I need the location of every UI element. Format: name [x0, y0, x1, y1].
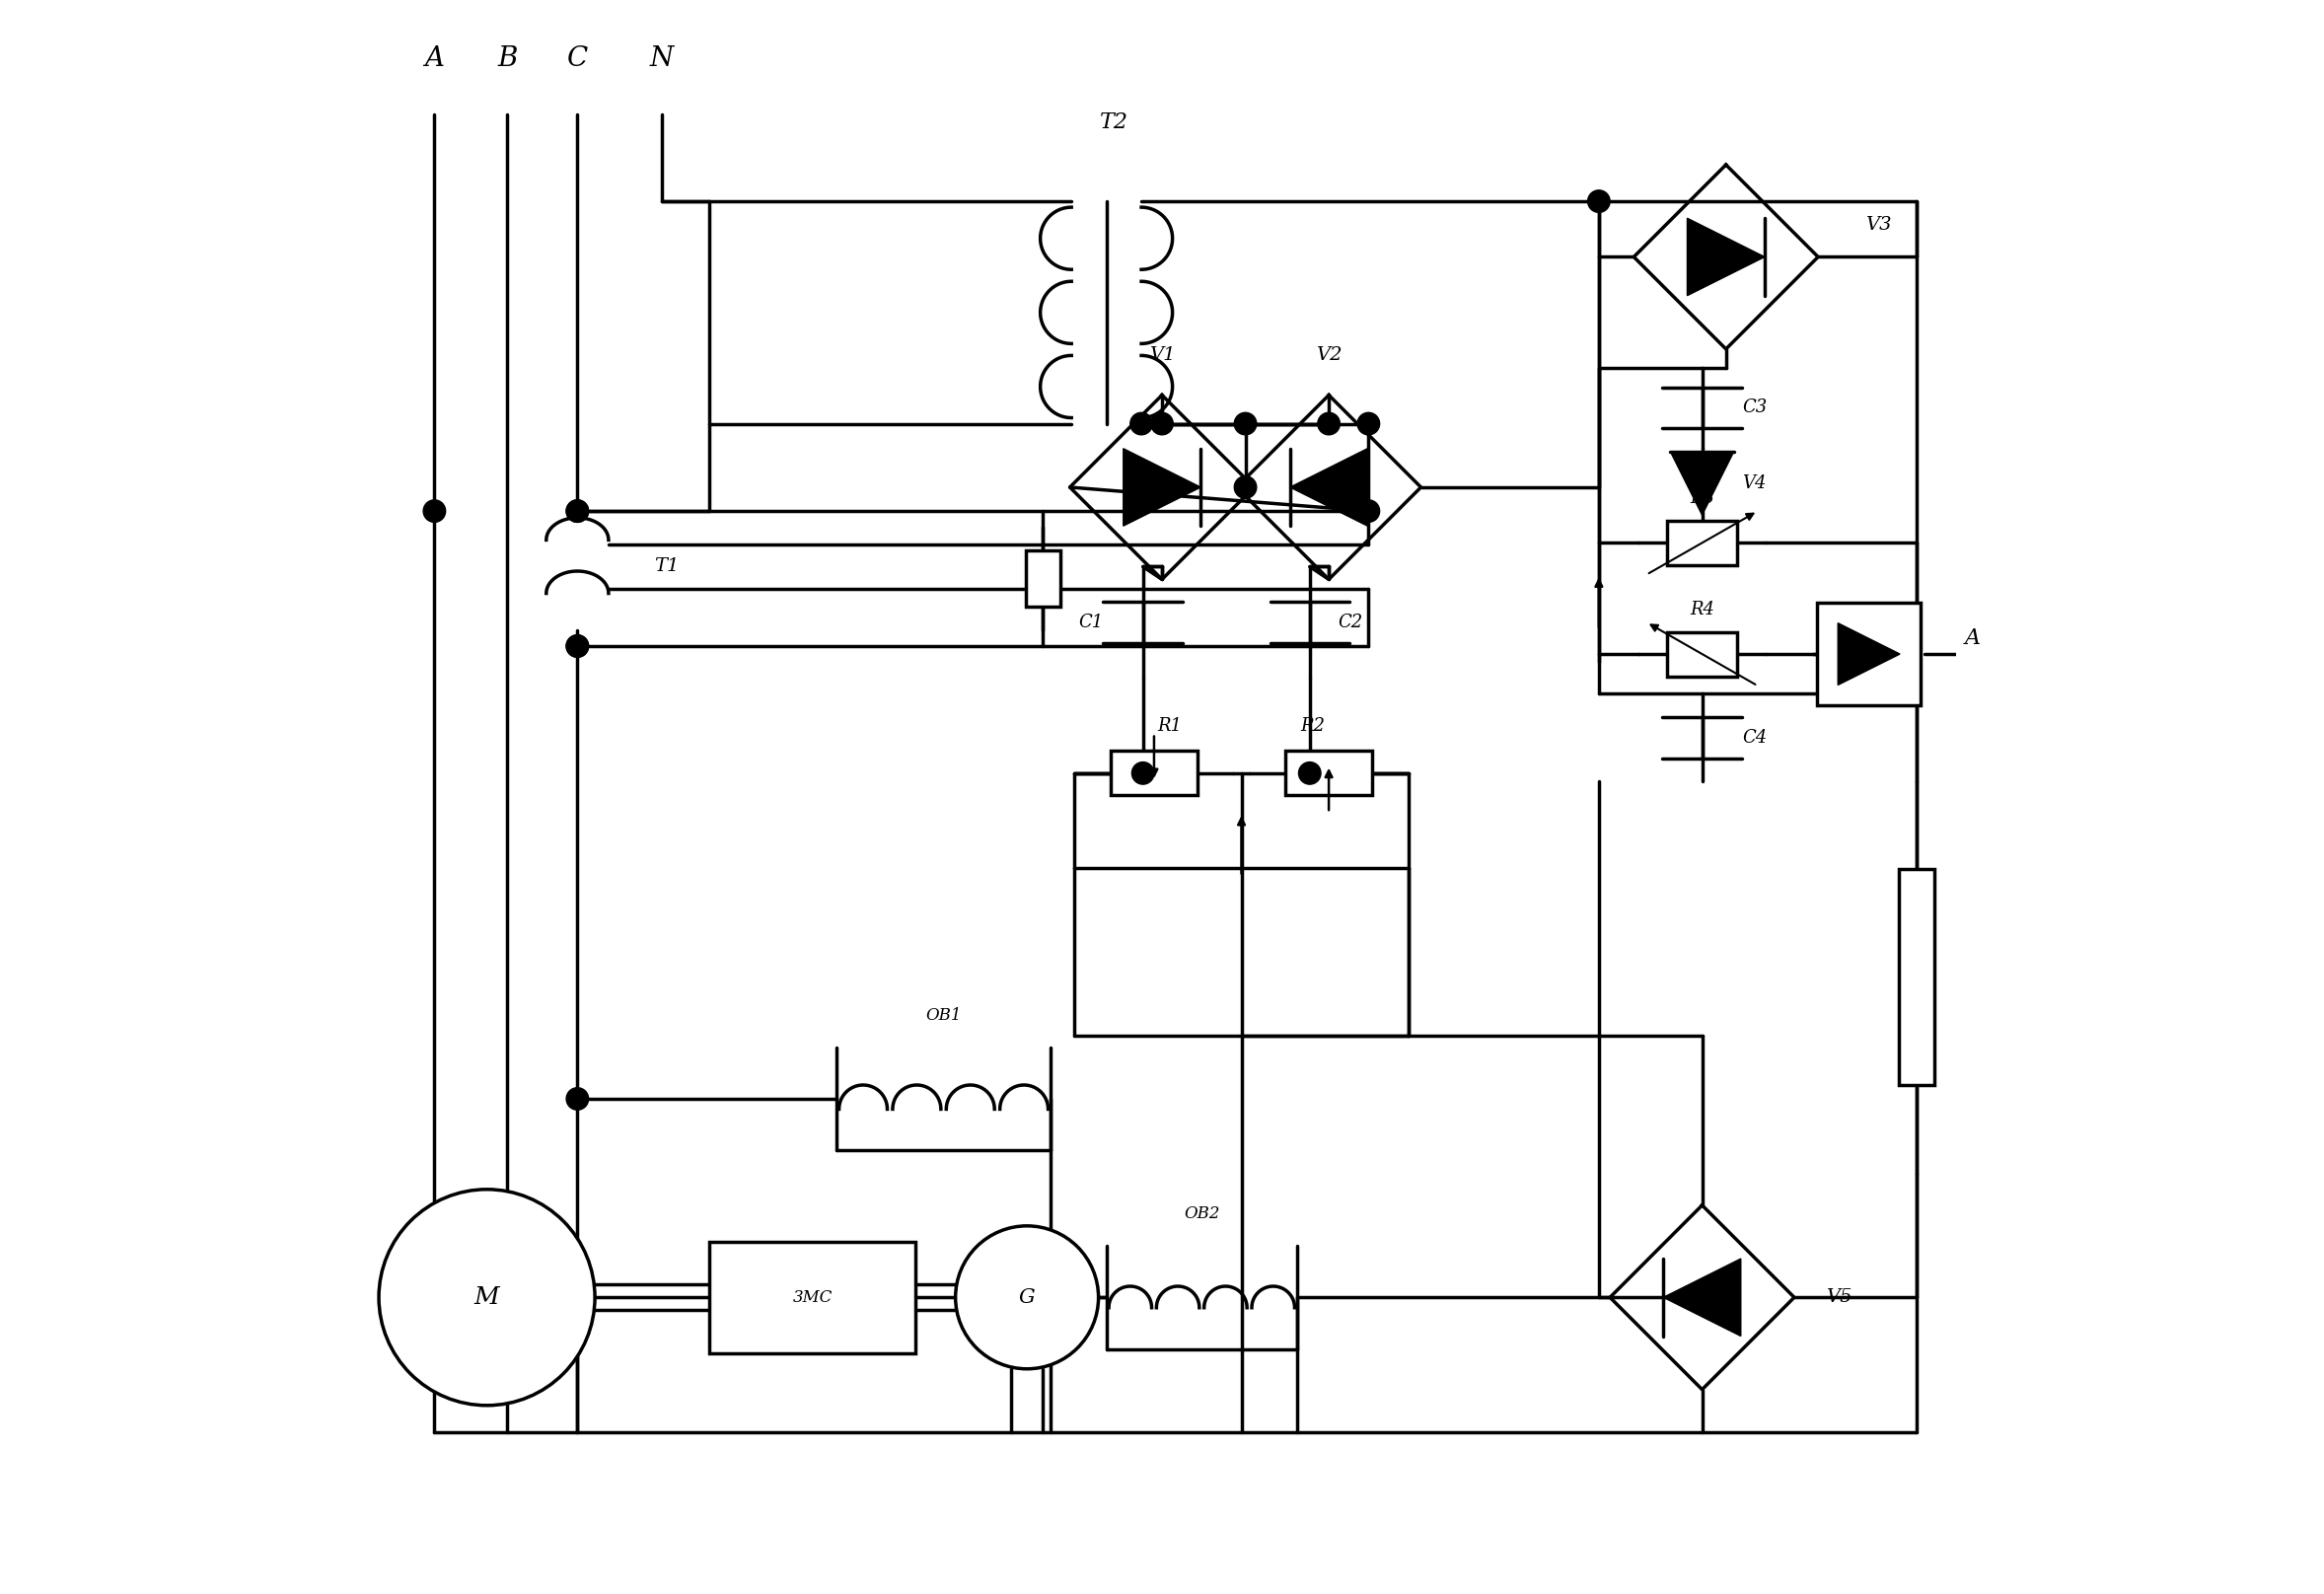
Polygon shape	[1290, 448, 1367, 526]
Text: R1: R1	[1157, 717, 1183, 735]
Circle shape	[1299, 762, 1320, 784]
Polygon shape	[1687, 218, 1764, 295]
Text: C4: C4	[1741, 728, 1766, 746]
Circle shape	[1150, 413, 1174, 435]
Circle shape	[1357, 501, 1380, 523]
Circle shape	[1318, 413, 1341, 435]
Text: N: N	[651, 45, 674, 72]
Circle shape	[423, 501, 446, 523]
Circle shape	[567, 501, 588, 523]
Text: ОВ2: ОВ2	[1183, 1205, 1220, 1223]
Text: ОВ1: ОВ1	[925, 1007, 962, 1023]
Bar	[1666, 631, 1736, 676]
Text: C2: C2	[1339, 614, 1364, 631]
Text: R3: R3	[1690, 489, 1715, 507]
Polygon shape	[1122, 448, 1202, 526]
Text: B: B	[497, 45, 518, 72]
Text: T1: T1	[653, 558, 679, 575]
Circle shape	[567, 1087, 588, 1109]
Bar	[1106, 1247, 1297, 1349]
Text: V2: V2	[1315, 346, 1341, 365]
Bar	[837, 1047, 1050, 1151]
Text: R2: R2	[1301, 717, 1325, 735]
Circle shape	[567, 634, 588, 657]
Text: 3МС: 3МС	[792, 1290, 832, 1305]
Bar	[1666, 521, 1736, 566]
Polygon shape	[1838, 623, 1901, 685]
Bar	[1899, 869, 1934, 1086]
Text: C: C	[567, 45, 588, 72]
Text: A: A	[425, 45, 444, 72]
Circle shape	[379, 1189, 595, 1406]
Text: T2: T2	[1099, 112, 1129, 132]
Text: R4: R4	[1690, 601, 1715, 618]
Text: V3: V3	[1866, 217, 1892, 234]
Text: G: G	[1018, 1288, 1034, 1307]
Bar	[1817, 603, 1920, 706]
Circle shape	[1234, 477, 1257, 499]
Bar	[709, 1242, 916, 1353]
Text: C3: C3	[1741, 398, 1766, 416]
Circle shape	[1129, 413, 1153, 435]
Text: A: A	[1964, 628, 1980, 649]
Bar	[1025, 550, 1060, 607]
Circle shape	[567, 501, 588, 523]
Text: V1: V1	[1148, 346, 1176, 365]
Text: V4: V4	[1741, 475, 1766, 493]
Circle shape	[1357, 413, 1380, 435]
Circle shape	[1132, 762, 1155, 784]
Bar	[1111, 751, 1197, 795]
Bar	[1285, 751, 1373, 795]
Circle shape	[567, 634, 588, 657]
Circle shape	[955, 1226, 1099, 1369]
Text: V5: V5	[1827, 1288, 1852, 1305]
Text: C1: C1	[1078, 614, 1104, 631]
Text: M: M	[474, 1286, 500, 1309]
Polygon shape	[1671, 451, 1734, 515]
Circle shape	[1234, 413, 1257, 435]
Circle shape	[1587, 190, 1611, 212]
Polygon shape	[1664, 1259, 1741, 1336]
